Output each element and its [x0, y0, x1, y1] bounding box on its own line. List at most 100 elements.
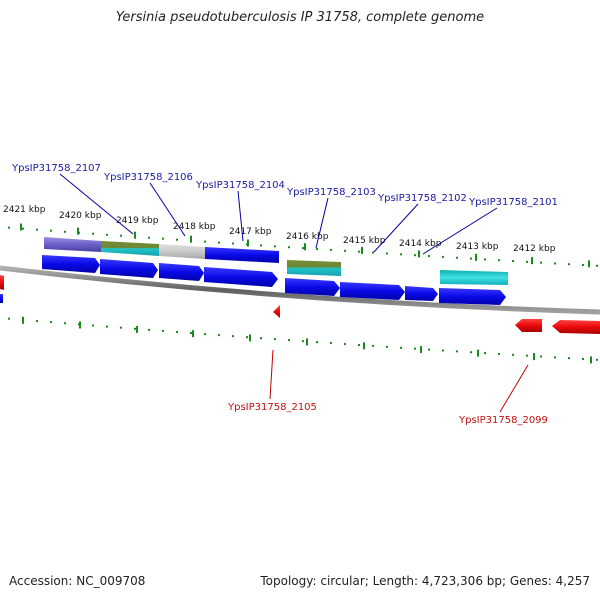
gene-2107-function-bar[interactable] [44, 237, 101, 252]
major-tick [77, 227, 79, 235]
tick-dot [540, 261, 542, 264]
callout-line [373, 203, 419, 253]
tick-dot [470, 257, 472, 260]
tick-dot [596, 264, 598, 267]
tick-dot [64, 322, 66, 325]
tick-dot [386, 345, 388, 348]
tick-dot [568, 263, 570, 266]
major-tick [22, 316, 24, 324]
tick-dot [526, 260, 528, 263]
major-tick [420, 346, 422, 354]
function-track [44, 237, 508, 285]
gene-2106-function-bar[interactable] [101, 241, 159, 256]
forward-gene-edge[interactable] [0, 294, 3, 303]
coordinate-label: 2419 kbp [116, 216, 159, 226]
forward-gene-2107[interactable] [42, 255, 100, 273]
tick-dot [120, 326, 122, 329]
tick-dot [456, 256, 458, 259]
tick-dot [232, 242, 234, 245]
tick-dot [456, 350, 458, 353]
callout-line [269, 349, 274, 400]
inner-tick-ruler [8, 316, 598, 364]
tick-dot [148, 236, 150, 239]
forward-gene-2104[interactable] [204, 267, 278, 287]
tick-dot [512, 260, 514, 263]
forward-gene-label[interactable]: YpsIP31758_2104 [195, 180, 285, 191]
tick-dot [568, 357, 570, 360]
major-tick [304, 243, 306, 251]
tick-dot [554, 262, 556, 265]
tick-dot [330, 248, 332, 251]
reverse-gene-edge[interactable] [0, 275, 4, 290]
tick-dot [288, 339, 290, 342]
major-tick [134, 231, 136, 239]
gene-2104-function-bar[interactable] [205, 247, 279, 263]
accession-label: Accession: NC_009708 [9, 574, 146, 588]
gene-2105-function-bar[interactable] [159, 244, 205, 259]
major-tick [192, 330, 194, 338]
outer-tick-ruler [8, 223, 598, 268]
forward-gene-label[interactable]: YpsIP31758_2101 [468, 197, 558, 208]
forward-gene-label[interactable]: YpsIP31758_2102 [377, 193, 467, 204]
tick-dot [106, 325, 108, 328]
major-tick [475, 253, 477, 261]
tick-dot [260, 244, 262, 247]
major-tick [418, 250, 420, 258]
tick-dot [344, 343, 346, 346]
callout-line [499, 364, 529, 413]
tick-dot [218, 334, 220, 337]
tick-dot [288, 246, 290, 249]
tick-dot [92, 324, 94, 327]
gene-2103-function-bar[interactable] [287, 260, 341, 276]
tick-dot [176, 238, 178, 241]
forward-gene-2103[interactable] [285, 278, 340, 296]
tick-dot [428, 255, 430, 258]
forward-gene-label[interactable]: YpsIP31758_2107 [11, 163, 101, 174]
reverse-gene-2100[interactable] [515, 319, 542, 332]
tick-dot [400, 253, 402, 256]
tick-dot [582, 264, 584, 267]
forward-gene-2105-fwd[interactable] [159, 263, 204, 281]
tick-dot [92, 232, 94, 235]
tick-dot [582, 357, 584, 360]
callout-line [422, 207, 498, 255]
reverse-gene-label[interactable]: YpsIP31758_2105 [227, 402, 317, 413]
forward-gene-label[interactable]: YpsIP31758_2103 [286, 187, 376, 198]
tick-dot [64, 230, 66, 233]
tick-dot [162, 329, 164, 332]
tick-dot [330, 342, 332, 345]
tick-dot [260, 337, 262, 340]
tick-dot [8, 226, 10, 229]
tick-dot [414, 347, 416, 350]
tick-dot [106, 233, 108, 236]
tick-dot [372, 344, 374, 347]
tick-dot [36, 228, 38, 231]
callout-line [237, 190, 244, 242]
forward-gene-2102[interactable] [340, 282, 405, 300]
forward-gene-label[interactable]: YpsIP31758_2106 [103, 172, 193, 183]
gene-2101-function-bar[interactable] [440, 270, 508, 285]
reverse-strand-track [0, 275, 600, 334]
major-tick [361, 246, 363, 254]
tick-dot [554, 356, 556, 359]
major-tick [79, 321, 81, 329]
tick-dot [484, 258, 486, 261]
gene-callouts: YpsIP31758_2107YpsIP31758_2106YpsIP31758… [11, 163, 558, 426]
coordinate-label: 2413 kbp [456, 242, 499, 252]
tick-dot [372, 251, 374, 254]
reverse-gene-2105[interactable] [273, 305, 280, 318]
reverse-gene-2099[interactable] [552, 320, 600, 334]
major-tick [533, 353, 535, 361]
callout-line [59, 173, 134, 235]
tick-dot [162, 237, 164, 240]
tick-dot [498, 259, 500, 262]
tick-dot [204, 333, 206, 336]
tick-dot [498, 352, 500, 355]
reverse-gene-label[interactable]: YpsIP31758_2099 [458, 415, 548, 426]
forward-gene-2106[interactable] [100, 259, 158, 278]
forward-gene-2102b[interactable] [405, 286, 438, 301]
coordinate-label: 2420 kbp [59, 211, 102, 221]
forward-gene-2101[interactable] [439, 288, 506, 305]
tick-dot [148, 328, 150, 331]
